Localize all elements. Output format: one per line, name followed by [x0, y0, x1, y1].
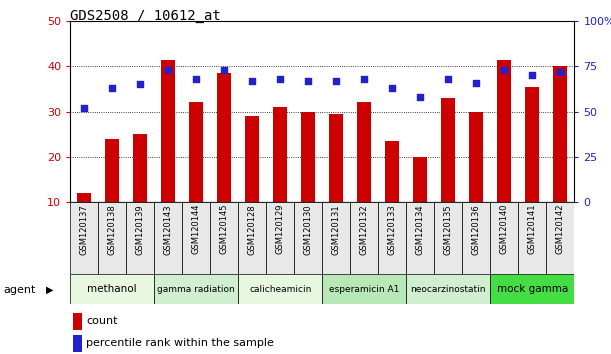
- Point: [304, 78, 313, 84]
- Text: GSM120130: GSM120130: [304, 204, 313, 255]
- Bar: [70, 202, 98, 274]
- Bar: [469, 112, 483, 202]
- Text: GSM120138: GSM120138: [108, 204, 117, 255]
- Bar: [323, 202, 350, 274]
- Bar: [77, 193, 91, 202]
- Bar: [434, 202, 463, 274]
- Text: GSM120133: GSM120133: [388, 204, 397, 255]
- Bar: [154, 202, 182, 274]
- Text: calicheamicin: calicheamicin: [249, 285, 312, 294]
- Text: GSM120142: GSM120142: [556, 204, 565, 255]
- Bar: [350, 202, 378, 274]
- Bar: [266, 202, 295, 274]
- Text: GSM120144: GSM120144: [192, 204, 201, 255]
- Text: methanol: methanol: [87, 284, 137, 295]
- Text: GSM120136: GSM120136: [472, 204, 481, 255]
- Point: [359, 76, 369, 82]
- Text: GDS2508 / 10612_at: GDS2508 / 10612_at: [70, 9, 221, 23]
- Point: [276, 76, 285, 82]
- Bar: [182, 202, 210, 274]
- Bar: [73, 335, 82, 352]
- Point: [108, 85, 117, 91]
- Bar: [554, 67, 568, 202]
- Point: [79, 105, 89, 111]
- Text: GSM120128: GSM120128: [248, 204, 257, 255]
- Bar: [295, 202, 323, 274]
- Bar: [105, 139, 119, 202]
- Text: count: count: [86, 316, 118, 326]
- Bar: [238, 202, 266, 274]
- Bar: [546, 202, 574, 274]
- Point: [555, 69, 565, 75]
- Text: mock gamma: mock gamma: [497, 284, 568, 295]
- Bar: [463, 202, 490, 274]
- Text: agent: agent: [3, 285, 35, 295]
- Text: GSM120132: GSM120132: [360, 204, 369, 255]
- Bar: [386, 141, 400, 202]
- Point: [219, 67, 229, 73]
- Bar: [98, 202, 126, 274]
- Bar: [406, 202, 434, 274]
- Bar: [245, 116, 259, 202]
- Bar: [497, 59, 511, 202]
- Point: [527, 73, 537, 78]
- Bar: [73, 313, 82, 330]
- Bar: [490, 202, 518, 274]
- Bar: [126, 202, 154, 274]
- Text: GSM120137: GSM120137: [80, 204, 89, 255]
- Text: GSM120145: GSM120145: [220, 204, 229, 255]
- Text: GSM120141: GSM120141: [528, 204, 537, 255]
- Text: GSM120135: GSM120135: [444, 204, 453, 255]
- Text: GSM120129: GSM120129: [276, 204, 285, 255]
- Point: [331, 78, 341, 84]
- Point: [499, 67, 509, 73]
- Point: [191, 76, 201, 82]
- Bar: [70, 274, 154, 304]
- Bar: [525, 87, 540, 202]
- Bar: [406, 274, 490, 304]
- Text: percentile rank within the sample: percentile rank within the sample: [86, 338, 274, 348]
- Bar: [154, 274, 238, 304]
- Bar: [218, 73, 232, 202]
- Bar: [133, 134, 147, 202]
- Bar: [210, 202, 238, 274]
- Bar: [161, 59, 175, 202]
- Point: [163, 67, 173, 73]
- Point: [247, 78, 257, 84]
- Bar: [189, 103, 203, 202]
- Bar: [273, 107, 287, 202]
- Bar: [490, 274, 574, 304]
- Bar: [357, 103, 371, 202]
- Text: ▶: ▶: [46, 285, 54, 295]
- Text: GSM120139: GSM120139: [136, 204, 145, 255]
- Point: [444, 76, 453, 82]
- Point: [136, 81, 145, 87]
- Point: [472, 80, 481, 85]
- Text: GSM120140: GSM120140: [500, 204, 509, 255]
- Bar: [329, 114, 343, 202]
- Point: [415, 94, 425, 100]
- Bar: [378, 202, 406, 274]
- Bar: [518, 202, 546, 274]
- Text: GSM120143: GSM120143: [164, 204, 173, 255]
- Text: esperamicin A1: esperamicin A1: [329, 285, 400, 294]
- Text: neocarzinostatin: neocarzinostatin: [411, 285, 486, 294]
- Bar: [441, 98, 455, 202]
- Text: GSM120134: GSM120134: [416, 204, 425, 255]
- Text: gamma radiation: gamma radiation: [158, 285, 235, 294]
- Point: [387, 85, 397, 91]
- Text: GSM120131: GSM120131: [332, 204, 341, 255]
- Bar: [323, 274, 406, 304]
- Bar: [301, 112, 315, 202]
- Bar: [238, 274, 323, 304]
- Bar: [413, 156, 427, 202]
